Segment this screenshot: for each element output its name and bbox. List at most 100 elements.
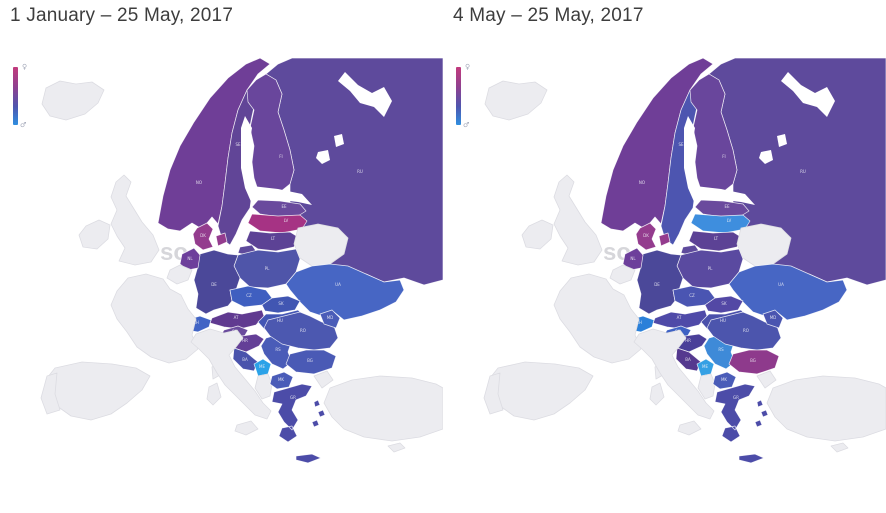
country-MK[interactable] bbox=[269, 371, 294, 390]
country-UA[interactable] bbox=[285, 263, 405, 321]
country-PT bbox=[483, 372, 504, 415]
country-code-label-GR: GR bbox=[290, 395, 296, 400]
country-code-label-DK: DK bbox=[643, 233, 649, 238]
country-IT bbox=[633, 328, 715, 436]
country-IS bbox=[41, 80, 105, 121]
country-code-label-LV: LV bbox=[284, 218, 289, 223]
country-DK[interactable] bbox=[635, 222, 657, 251]
country-UA[interactable] bbox=[728, 263, 848, 321]
country-DE[interactable] bbox=[636, 249, 684, 315]
country-code-label-AT: AT bbox=[234, 315, 239, 320]
country-code-label-DE: DE bbox=[211, 282, 217, 287]
country-code-label-BA: BA bbox=[685, 357, 691, 362]
map-panel-left: 1 January – 25 May, 2017 ♀ ♂ so NO SE FI RU E… bbox=[10, 5, 443, 464]
country-code-label-HU: HU bbox=[720, 318, 726, 323]
country-code-label-SK: SK bbox=[721, 301, 727, 306]
country-code-label-FI: FI bbox=[722, 154, 725, 159]
map-panel-right: 4 May – 25 May, 2017 ♀ ♂ so NO SE FI RU EE LV L… bbox=[443, 0, 886, 513]
sea-crimea bbox=[795, 316, 821, 330]
panel-title-left: 1 January – 25 May, 2017 bbox=[10, 5, 234, 26]
country-code-label-CZ: CZ bbox=[246, 293, 252, 298]
country-MK[interactable] bbox=[712, 371, 737, 390]
country-code-label-SI: SI bbox=[675, 329, 679, 334]
country-MD[interactable] bbox=[319, 309, 341, 329]
legend-female-icon: ♀ bbox=[465, 63, 471, 71]
country-IE bbox=[78, 219, 111, 250]
country-ME[interactable] bbox=[696, 358, 715, 377]
country-TR bbox=[756, 370, 886, 442]
country-code-label-EE: EE bbox=[281, 204, 287, 209]
country-code-label-EE: EE bbox=[724, 204, 730, 209]
country-BE bbox=[609, 264, 636, 285]
country-code-label-RO: RO bbox=[743, 328, 749, 333]
panel-title-right: 4 May – 25 May, 2017 bbox=[453, 5, 644, 26]
sea-gulf-of-bothnia bbox=[684, 116, 701, 204]
country-code-label-HU: HU bbox=[277, 318, 283, 323]
sea-crimea bbox=[352, 316, 378, 330]
country-DE[interactable] bbox=[193, 249, 241, 315]
country-RO[interactable] bbox=[706, 311, 782, 351]
country-code-label-RU: RU bbox=[800, 169, 806, 174]
country-code-label-SE: SE bbox=[235, 142, 241, 147]
country-code-label-AT: AT bbox=[677, 315, 682, 320]
country-SK[interactable] bbox=[261, 295, 301, 314]
sea-lake-onega bbox=[777, 134, 787, 147]
country-CY bbox=[387, 442, 406, 453]
country-BG[interactable] bbox=[728, 349, 780, 375]
country-code-label-FI: FI bbox=[279, 154, 282, 159]
country-code-label-BG: BG bbox=[307, 358, 313, 363]
country-code-label-PL: PL bbox=[708, 266, 713, 271]
country-SK[interactable] bbox=[704, 295, 744, 314]
country-AL bbox=[254, 373, 273, 400]
country-NL[interactable] bbox=[622, 247, 644, 271]
country-code-label-UA: UA bbox=[335, 282, 341, 287]
country-GR[interactable] bbox=[714, 383, 769, 464]
sea-white-sea bbox=[338, 72, 392, 117]
country-code-label-UA: UA bbox=[778, 282, 784, 287]
country-code-label-MK: MK bbox=[721, 377, 727, 382]
legend-male-icon: ♂ bbox=[20, 121, 27, 129]
country-PT bbox=[40, 372, 61, 415]
country-code-label-MD: MD bbox=[770, 315, 777, 320]
europe-choropleth-map-right: soNOSEFIRUEELVLTDKNLDEPLCZSKATHUCHSIHRBA… bbox=[483, 58, 886, 464]
country-ES bbox=[489, 361, 594, 421]
country-RO[interactable] bbox=[263, 311, 339, 351]
country-NL[interactable] bbox=[179, 247, 201, 271]
country-code-label-NL: NL bbox=[187, 256, 193, 261]
country-code-label-LT: LT bbox=[271, 236, 276, 241]
legend-gradient-bar bbox=[456, 67, 461, 125]
country-LT[interactable] bbox=[245, 230, 299, 252]
country-IT bbox=[190, 328, 272, 436]
country-code-label-BA: BA bbox=[242, 357, 248, 362]
sea-gulf-of-bothnia bbox=[241, 116, 258, 204]
country-BE bbox=[166, 264, 193, 285]
country-AL bbox=[697, 373, 716, 400]
country-code-label-RS: RS bbox=[275, 347, 281, 352]
country-code-label-DK: DK bbox=[200, 233, 206, 238]
sea-lake-onega bbox=[334, 134, 344, 147]
country-BG[interactable] bbox=[285, 349, 337, 375]
country-code-label-LT: LT bbox=[714, 236, 719, 241]
country-ME[interactable] bbox=[253, 358, 272, 377]
country-code-label-SE: SE bbox=[678, 142, 684, 147]
country-code-label-MK: MK bbox=[278, 377, 284, 382]
legend-male-icon: ♂ bbox=[463, 121, 470, 129]
color-legend: ♀ ♂ bbox=[12, 62, 42, 132]
europe-choropleth-map-left: soNOSEFIRUEELVLTDKNLDEPLCZSKATHUCHSIHRBA… bbox=[40, 58, 443, 464]
country-GB bbox=[110, 174, 160, 266]
country-DK-zealand[interactable] bbox=[658, 232, 671, 247]
country-BA[interactable] bbox=[675, 347, 702, 372]
country-DK[interactable] bbox=[192, 222, 214, 251]
country-LT[interactable] bbox=[688, 230, 742, 252]
country-TR bbox=[313, 370, 443, 442]
country-BA[interactable] bbox=[232, 347, 259, 372]
country-code-label-HR: HR bbox=[685, 338, 691, 343]
country-ES bbox=[46, 361, 151, 421]
sea-white-sea bbox=[781, 72, 835, 117]
country-code-label-HR: HR bbox=[242, 338, 248, 343]
country-GR[interactable] bbox=[271, 383, 326, 464]
country-code-label-CH: CH bbox=[636, 320, 642, 325]
country-DK-zealand[interactable] bbox=[215, 232, 228, 247]
country-MD[interactable] bbox=[762, 309, 784, 329]
country-code-label-RU: RU bbox=[357, 169, 363, 174]
